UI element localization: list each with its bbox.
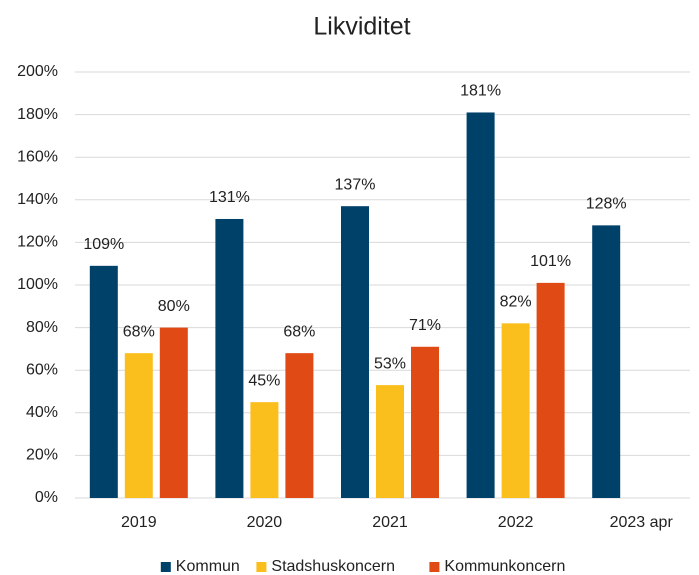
y-tick-label: 100%	[17, 276, 58, 293]
y-tick-label: 0%	[35, 489, 58, 506]
data-label: 181%	[460, 83, 501, 100]
y-tick-label: 120%	[17, 234, 58, 251]
bar	[411, 346, 439, 498]
legend-swatch	[160, 562, 171, 572]
y-tick-label: 20%	[26, 447, 58, 464]
data-label: 80%	[158, 298, 190, 315]
y-tick-label: 40%	[26, 404, 58, 421]
x-tick-label: 2023 apr	[610, 514, 674, 531]
data-label: 45%	[248, 372, 280, 389]
data-label: 53%	[374, 355, 406, 372]
y-tick-label: 60%	[26, 361, 58, 378]
data-label: 137%	[335, 176, 376, 193]
bar	[215, 218, 244, 498]
bar	[501, 323, 530, 498]
bar	[376, 385, 404, 498]
data-label: 131%	[209, 189, 250, 206]
x-tick-label: 2021	[372, 514, 408, 531]
legend-label: Stadshuskoncern	[271, 558, 395, 575]
data-label: 128%	[586, 196, 627, 213]
legend-swatch	[256, 562, 267, 572]
data-label: 68%	[123, 323, 155, 340]
legend-label: Kommunkoncern	[444, 558, 565, 575]
x-tick-label: 2019	[121, 514, 157, 531]
y-tick-label: 200%	[17, 63, 58, 80]
x-tick-label: 2022	[498, 514, 534, 531]
bar	[159, 327, 188, 498]
data-label: 71%	[409, 317, 441, 334]
chart-title: Likviditet	[313, 13, 410, 41]
bar	[466, 112, 495, 498]
bar	[285, 353, 314, 498]
bar	[536, 282, 565, 498]
y-tick-label: 180%	[17, 106, 58, 123]
legend-swatch	[429, 562, 440, 572]
data-label: 109%	[83, 236, 124, 253]
y-tick-label: 140%	[17, 191, 58, 208]
bar	[89, 265, 118, 498]
bar	[250, 402, 279, 498]
bar	[341, 206, 369, 498]
bar	[592, 225, 621, 499]
data-label: 101%	[530, 253, 571, 270]
data-label: 68%	[283, 323, 315, 340]
y-tick-label: 160%	[17, 148, 58, 165]
data-label: 82%	[500, 294, 532, 311]
y-tick-label: 80%	[26, 319, 58, 336]
legend-label: Kommun	[176, 558, 240, 575]
bar	[124, 353, 153, 498]
x-tick-label: 2020	[247, 514, 283, 531]
